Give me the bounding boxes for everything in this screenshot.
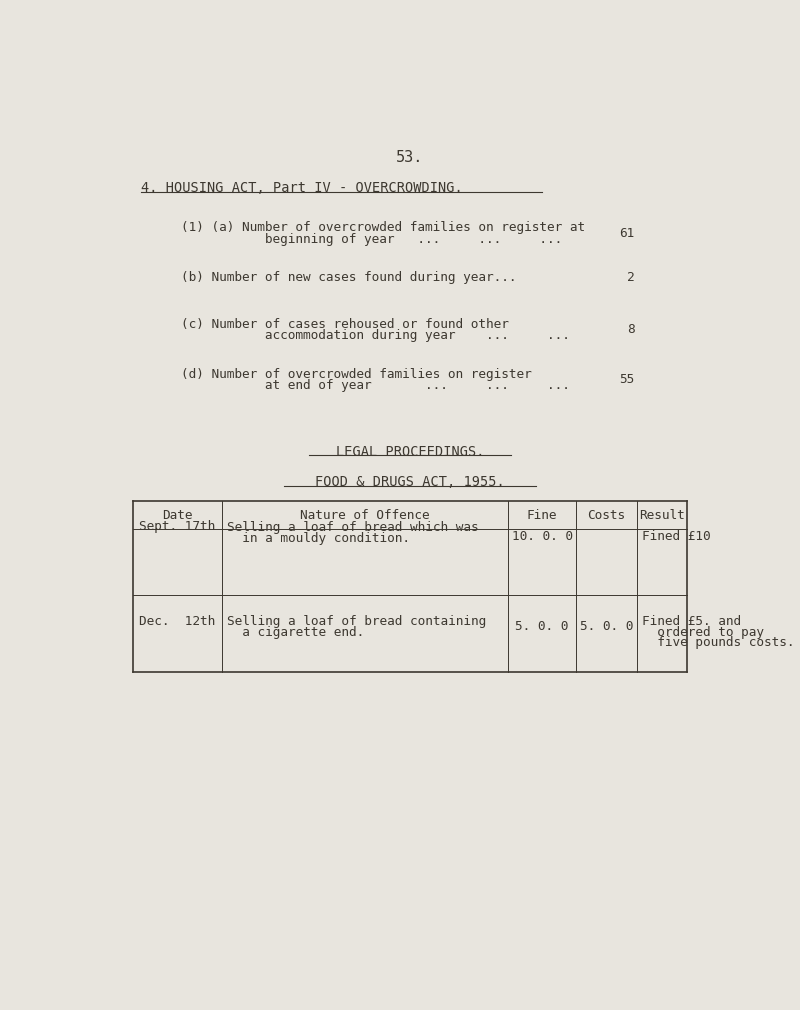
Text: Sept. 17th: Sept. 17th [138, 520, 215, 532]
Text: beginning of year   ...     ...     ...: beginning of year ... ... ... [182, 233, 562, 245]
Text: LEGAL PROCEEDINGS.: LEGAL PROCEEDINGS. [336, 444, 484, 459]
Text: 53.: 53. [396, 150, 424, 166]
Text: Fined £5. and: Fined £5. and [642, 615, 742, 628]
Text: (b) Number of new cases found during year...: (b) Number of new cases found during yea… [182, 272, 517, 285]
Text: 61: 61 [619, 226, 634, 239]
Text: a cigarette end.: a cigarette end. [227, 626, 364, 639]
Text: 2: 2 [627, 272, 634, 285]
Text: Selling a loaf of bread containing: Selling a loaf of bread containing [227, 615, 486, 628]
Text: Fined £10: Fined £10 [642, 530, 711, 543]
Text: 5. 0. 0: 5. 0. 0 [580, 620, 633, 633]
Text: Costs: Costs [587, 509, 626, 521]
Text: 4. HOUSING ACT, Part IV - OVERCROWDING.: 4. HOUSING ACT, Part IV - OVERCROWDING. [141, 181, 463, 195]
Text: 8: 8 [627, 323, 634, 336]
Text: FOOD & DRUGS ACT, 1955.: FOOD & DRUGS ACT, 1955. [315, 476, 505, 490]
Text: 10. 0. 0: 10. 0. 0 [512, 530, 573, 543]
Text: Selling a loaf of bread which was: Selling a loaf of bread which was [227, 521, 478, 534]
Text: Fine: Fine [527, 509, 558, 521]
Text: at end of year       ...     ...     ...: at end of year ... ... ... [182, 379, 570, 392]
Text: Result: Result [639, 509, 685, 521]
Text: in a mouldy condition.: in a mouldy condition. [227, 532, 410, 545]
Text: Date: Date [162, 509, 193, 521]
Text: (1) (a) Number of overcrowded families on register at: (1) (a) Number of overcrowded families o… [182, 221, 586, 234]
Text: five pounds costs.: five pounds costs. [642, 636, 795, 649]
Text: (d) Number of overcrowded families on register: (d) Number of overcrowded families on re… [182, 368, 532, 381]
Text: ordered to pay: ordered to pay [642, 625, 765, 638]
Text: accommodation during year    ...     ...: accommodation during year ... ... [182, 329, 570, 342]
Text: Dec.  12th: Dec. 12th [138, 615, 215, 628]
Text: (c) Number of cases rehoused or found other: (c) Number of cases rehoused or found ot… [182, 317, 510, 330]
Text: 55: 55 [619, 373, 634, 386]
Text: 5. 0. 0: 5. 0. 0 [515, 620, 569, 633]
Text: Nature of Offence: Nature of Offence [300, 509, 430, 521]
